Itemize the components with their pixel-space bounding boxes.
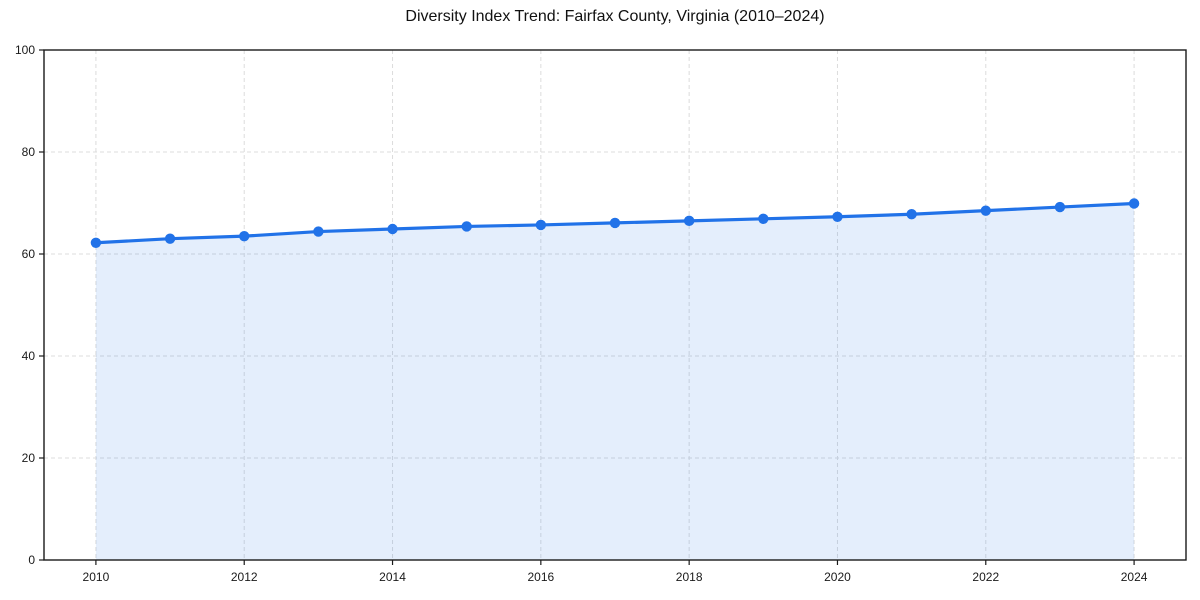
- data-point-2023: [1054, 201, 1066, 213]
- x-tick-label: 2020: [824, 570, 851, 584]
- data-point-2016: [535, 219, 547, 231]
- data-point-2022: [980, 205, 991, 216]
- x-tick-label: 2010: [83, 570, 110, 584]
- data-point-2014: [387, 223, 398, 235]
- x-tick-label: 2016: [527, 570, 554, 584]
- data-point-2013: [313, 226, 324, 237]
- x-tick-label: 2012: [231, 570, 258, 584]
- data-point-2018: [683, 215, 695, 227]
- x-tick-label: 2018: [676, 570, 703, 584]
- data-point-2020: [832, 211, 843, 222]
- data-point-2024: [1128, 198, 1140, 209]
- data-point-2019: [758, 213, 769, 225]
- x-tick-label: 2014: [379, 570, 406, 584]
- x-tick-label: 2022: [972, 570, 999, 584]
- y-tick-label: 20: [22, 451, 36, 465]
- y-tick-label: 0: [28, 553, 35, 567]
- y-tick-label: 40: [22, 349, 36, 363]
- y-tick-label: 60: [22, 247, 36, 261]
- area-fill: [95, 203, 1135, 560]
- data-point-2015: [461, 221, 472, 232]
- y-tick-label: 80: [22, 145, 36, 159]
- data-point-2011: [164, 233, 176, 244]
- chart-title: Diversity Index Trend: Fairfax County, V…: [405, 8, 825, 25]
- data-point-2021: [906, 209, 917, 220]
- data-point-2010: [90, 237, 102, 248]
- data-point-2017: [609, 217, 621, 229]
- plot-border: [43, 49, 1187, 561]
- data-point-2012: [239, 230, 250, 242]
- x-tick-label: 2024: [1121, 570, 1148, 584]
- y-tick-label: 100: [15, 43, 35, 57]
